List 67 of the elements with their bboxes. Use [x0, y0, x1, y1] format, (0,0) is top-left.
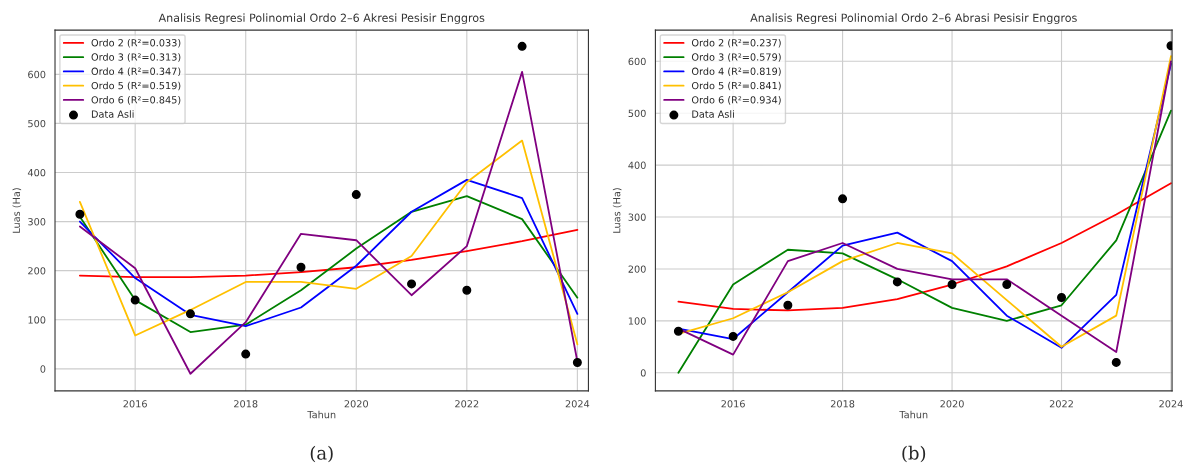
y-tick-label: 0: [40, 365, 46, 373]
y-tick-label: 100: [628, 317, 646, 325]
point: [75, 209, 85, 219]
line-series: [78, 139, 579, 346]
legend-label: Data Asli: [692, 110, 734, 118]
point: [130, 295, 140, 305]
x-tick-label: 2024: [1159, 400, 1183, 408]
y-tick-label: 600: [28, 70, 46, 79]
x-tick-label: 2016: [123, 400, 147, 408]
line-series: [78, 229, 579, 278]
point: [728, 331, 738, 341]
y-tick-label: 200: [628, 265, 646, 273]
y-tick-label: 0: [640, 369, 646, 377]
chart-title: Analisis Regresi Polinomial Ordo 2–6 Akresi Pesisir Enggros: [158, 13, 485, 25]
legend-label: Ordo 5 (R²=0.519): [91, 81, 181, 91]
point: [241, 349, 251, 359]
text: (b): [902, 445, 926, 463]
point: [572, 357, 582, 367]
legend-label: Ordo 2 (R²=0.237): [691, 38, 781, 48]
x-axis-title: Tahun: [899, 410, 928, 419]
point: [783, 300, 793, 310]
y-axis-title: Luas (Ha): [612, 188, 622, 233]
point: [1057, 292, 1067, 302]
x-tick-label: 2024: [565, 400, 590, 408]
y-tick-label: 600: [628, 57, 646, 66]
legend-label: Ordo 6 (R²=0.934): [691, 95, 781, 105]
y-tick-label: 300: [628, 213, 646, 221]
point: [517, 41, 527, 51]
x-tick-label: 2018: [234, 400, 258, 408]
point: [185, 309, 195, 319]
legend-label: Ordo 4 (R²=0.819): [691, 67, 781, 77]
y-tick-label: 500: [28, 119, 46, 128]
text: (a): [310, 445, 333, 463]
legend-label: Ordo 3 (R²=0.313): [91, 53, 181, 62]
x-tick-label: 2022: [455, 400, 479, 408]
y-tick-label: 300: [28, 218, 46, 226]
x-axis-title: Tahun: [307, 410, 336, 419]
y-tick-label: 100: [28, 316, 46, 324]
point: [838, 194, 848, 204]
point: [947, 280, 957, 290]
line-series: [677, 182, 1172, 312]
y-tick-label: 400: [27, 168, 46, 177]
point: [1002, 280, 1012, 290]
x-tick-label: 2022: [1049, 400, 1073, 408]
y-tick-label: 200: [28, 267, 46, 275]
x-tick-label: 2018: [830, 400, 855, 408]
legend-label: Ordo 5 (R²=0.841): [691, 81, 781, 91]
point: [351, 190, 361, 200]
x-tick-label: 2016: [721, 400, 745, 408]
point: [892, 277, 902, 287]
line-series: [677, 109, 1172, 374]
x-tick-label: 2020: [344, 400, 368, 408]
point: [296, 262, 306, 272]
legend-label: Ordo 4 (R²=0.347): [91, 67, 181, 77]
point: [407, 279, 417, 289]
legend-label: Ordo 2 (R²=0.033): [91, 38, 181, 48]
y-tick-label: 500: [628, 109, 646, 118]
y-axis-title: Luas (Ha): [12, 188, 22, 233]
legend-label: Ordo 3 (R²=0.579): [691, 53, 781, 62]
point: [673, 326, 683, 336]
chart-title: Analisis Regresi Polinomial Ordo 2–6 Abrasi Pesisir Enggros: [750, 13, 1077, 25]
y-tick-label: 400: [628, 161, 646, 169]
point: [1111, 357, 1121, 367]
legend-label: Ordo 6 (R²=0.845): [91, 95, 181, 105]
point: [462, 285, 472, 295]
x-tick-label: 2020: [940, 400, 964, 408]
legend-label: Data Asli: [91, 110, 134, 118]
